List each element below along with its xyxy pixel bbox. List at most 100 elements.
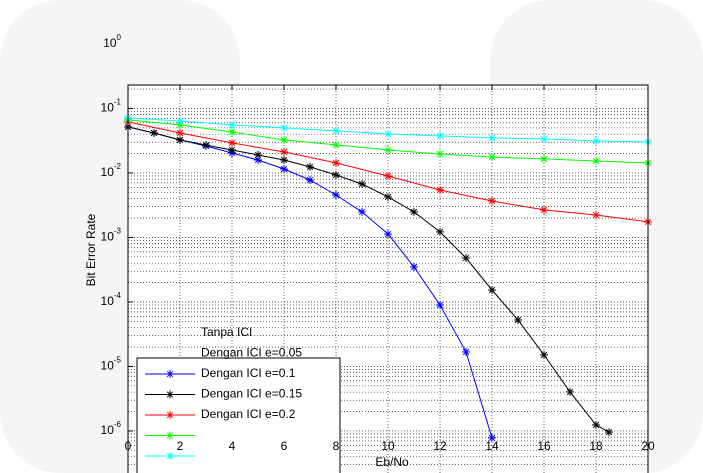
data-point — [436, 185, 444, 194]
marker-stroke — [306, 176, 314, 184]
marker-stroke — [462, 348, 470, 356]
data-point — [176, 128, 184, 137]
marker-stroke — [540, 135, 548, 143]
marker-stroke — [358, 180, 366, 188]
data-point — [280, 155, 288, 164]
data-point — [488, 152, 496, 161]
data-point — [332, 140, 340, 149]
y-axis-label: Bit Error Rate — [84, 213, 98, 286]
data-point — [514, 315, 522, 324]
x-tick-label: 4 — [229, 439, 236, 453]
marker-stroke — [462, 254, 470, 262]
data-point — [332, 158, 340, 167]
marker-stroke — [150, 129, 158, 137]
data-point — [540, 154, 548, 163]
marker-stroke — [488, 153, 496, 161]
marker-stroke — [176, 117, 184, 125]
marker-stroke — [384, 172, 392, 180]
legend-label: Dengan ICI e=0.1 — [201, 366, 296, 380]
marker-stroke — [166, 391, 174, 398]
x-tick-label: 10 — [381, 439, 395, 453]
data-point — [488, 133, 496, 142]
marker-stroke — [436, 228, 444, 236]
marker-stroke — [592, 157, 600, 165]
marker-stroke — [176, 129, 184, 137]
data-point — [228, 127, 236, 136]
data-point — [592, 210, 600, 219]
data-point — [332, 170, 340, 179]
marker-stroke — [436, 132, 444, 140]
data-point — [384, 230, 392, 239]
marker-stroke — [228, 121, 236, 129]
y-tick-label: 10-5 — [101, 356, 122, 373]
marker-stroke — [166, 432, 174, 439]
marker-stroke — [280, 136, 288, 144]
x-tick-label: 14 — [485, 439, 499, 453]
data-point — [540, 134, 548, 143]
data-point — [280, 165, 288, 174]
data-point — [384, 145, 392, 154]
marker-stroke — [566, 388, 574, 396]
legend-label: Dengan ICI e=0.15 — [201, 387, 302, 401]
legend-label: Dengan ICI e=0.05 — [201, 346, 302, 360]
marker-stroke — [332, 159, 340, 167]
data-point — [462, 254, 470, 263]
data-point — [280, 135, 288, 144]
marker-stroke — [488, 134, 496, 142]
data-point — [488, 196, 496, 205]
data-point — [150, 128, 158, 137]
marker-stroke — [540, 206, 548, 214]
legend-label: Dengan ICI e=0.2 — [201, 407, 296, 421]
marker-stroke — [410, 208, 418, 216]
marker-stroke — [436, 186, 444, 194]
y-tick-label: 10-6 — [101, 420, 122, 437]
data-point — [592, 157, 600, 166]
data-point — [462, 347, 470, 356]
data-point — [280, 147, 288, 156]
data-point — [280, 123, 288, 132]
legend-marker — [166, 390, 174, 399]
data-point — [176, 116, 184, 125]
marker-stroke — [592, 421, 600, 429]
marker-stroke — [280, 148, 288, 156]
marker-stroke — [332, 141, 340, 149]
series-line — [127, 126, 610, 433]
marker-stroke — [254, 156, 262, 164]
marker-stroke — [410, 263, 418, 271]
marker-stroke — [436, 150, 444, 158]
data-point — [202, 141, 210, 150]
marker-stroke — [228, 139, 236, 147]
marker-stroke — [605, 428, 613, 436]
marker-stroke — [592, 211, 600, 219]
axes-box — [127, 84, 649, 473]
marker-stroke — [332, 127, 340, 135]
marker-stroke — [280, 124, 288, 132]
data-point — [488, 433, 496, 442]
legend-marker — [166, 370, 174, 378]
marker-stroke — [384, 230, 392, 238]
marker-stroke — [306, 163, 314, 171]
x-tick-label: 12 — [433, 439, 447, 453]
marker-stroke — [280, 165, 288, 173]
marker-stroke — [514, 316, 522, 324]
x-tick-label: 2 — [177, 439, 184, 453]
marker-stroke — [166, 452, 174, 460]
marker-stroke — [384, 193, 392, 201]
data-point — [332, 190, 340, 199]
data-point — [384, 192, 392, 201]
y-tick-label: 10-4 — [101, 291, 122, 308]
marker-stroke — [332, 171, 340, 179]
marker-stroke — [166, 411, 174, 419]
data-point — [436, 149, 444, 158]
x-tick-label: 20 — [641, 439, 655, 453]
x-tick-label: 18 — [589, 439, 603, 453]
data-point — [384, 171, 392, 180]
legend: Tanpa ICI Dengan ICI e=0.05 Dengan ICI e=0… — [136, 325, 341, 473]
marker-stroke — [228, 146, 236, 154]
data-point — [436, 300, 444, 309]
y-tick-label: 10-2 — [101, 162, 122, 179]
data-point — [228, 145, 236, 154]
marker-stroke — [488, 197, 496, 205]
marker-stroke — [176, 136, 184, 144]
marker-stroke — [166, 370, 174, 378]
